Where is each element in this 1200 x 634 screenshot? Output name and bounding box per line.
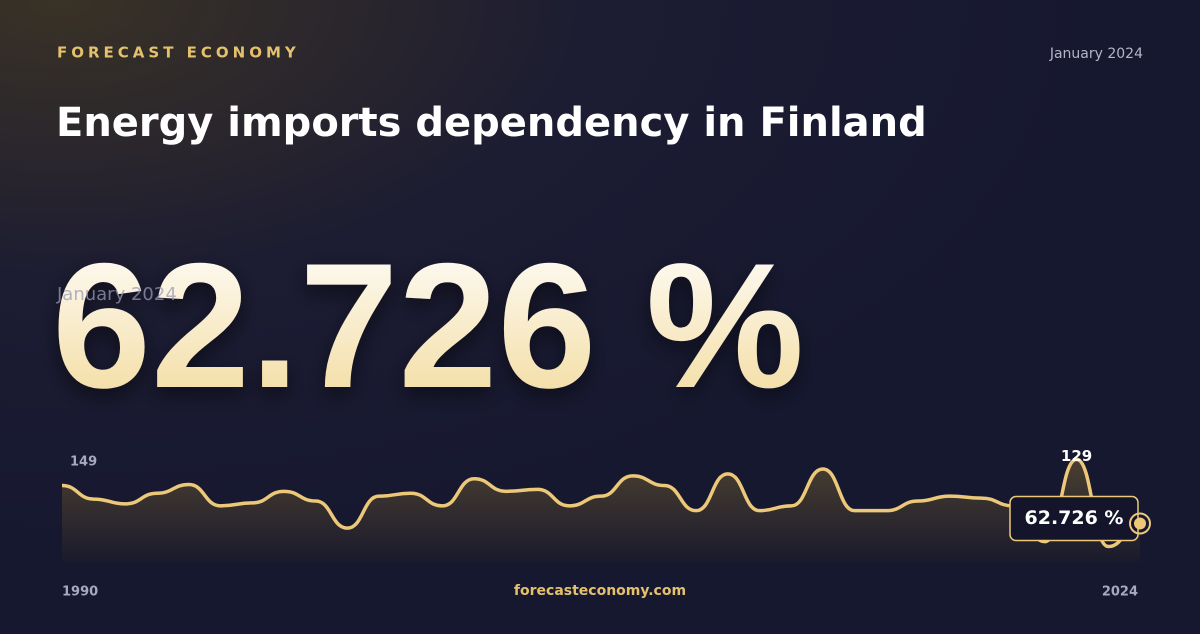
title: Energy imports dependency in Finland — [56, 100, 927, 146]
source: forecasteconomy.com — [514, 583, 686, 599]
callout-label: 62.726 % — [1025, 507, 1124, 529]
brand: FORECAST ECONOMY — [57, 44, 300, 62]
last-point — [1134, 517, 1146, 530]
line — [61, 457, 1141, 549]
y-tick-label: 149 — [70, 455, 97, 470]
x-tick-label: 2024 — [1102, 585, 1138, 600]
peak-label: 129 — [1061, 447, 1092, 465]
headline: 62.726 % — [52, 226, 804, 425]
x-tick-label: 1990 — [62, 585, 98, 600]
area — [62, 459, 1140, 562]
date: January 2024 — [1049, 46, 1143, 62]
last-point-halo — [1129, 512, 1151, 535]
headline-date: January 2024 — [56, 284, 177, 305]
